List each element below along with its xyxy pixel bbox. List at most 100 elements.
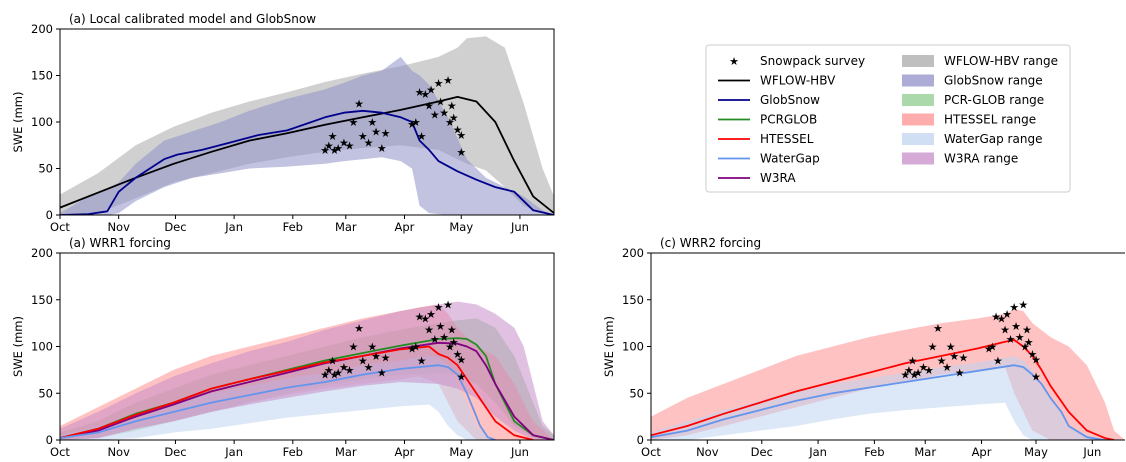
legend-patch-wflow-hbv-range	[902, 55, 934, 67]
survey-point: ★	[411, 116, 421, 129]
survey-point: ★	[371, 125, 381, 138]
survey-point: ★	[1018, 298, 1028, 311]
survey-point: ★	[420, 312, 430, 325]
x-tick-label: Apr	[395, 220, 415, 234]
survey-point: ★	[417, 355, 427, 368]
x-tick-label: Feb	[864, 445, 884, 459]
y-tick-label: 100	[622, 340, 644, 354]
legend-label-watergap: WaterGap	[760, 152, 820, 166]
survey-point: ★	[358, 355, 368, 368]
panel-1: ★★★★★★★★★★★★★★★★★★★★★★★★★★★★★★★★★ (a) Loc…	[11, 12, 555, 234]
survey-point: ★	[1022, 324, 1032, 337]
y-tick-label: 200	[31, 22, 53, 36]
survey-point: ★	[958, 352, 968, 365]
range-band-w3ra-range	[60, 301, 554, 440]
y-tick-label: 150	[622, 293, 644, 307]
legend-patch-pcr-glob-range	[902, 94, 934, 106]
legend-label-watergap-range: WaterGap range	[944, 132, 1042, 146]
x-tick-label: Apr	[395, 445, 415, 459]
survey-point: ★	[333, 142, 343, 155]
y-tick-label: 100	[31, 340, 53, 354]
survey-point: ★	[324, 139, 334, 152]
survey-point: ★	[439, 331, 449, 344]
survey-point: ★	[339, 361, 349, 374]
survey-point: ★	[913, 367, 923, 380]
survey-point: ★	[908, 355, 918, 368]
y-axis-label: SWE (mm)	[11, 92, 25, 153]
survey-point: ★	[434, 301, 444, 314]
legend-label-pcrglob: PCRGLOB	[760, 113, 817, 127]
series-line-wflow-hbv	[60, 96, 554, 214]
x-tick-label: Jun	[1082, 445, 1101, 459]
survey-point: ★	[991, 311, 1001, 324]
survey-point: ★	[430, 333, 440, 346]
legend-label-globsnow-range: GlobSnow range	[944, 74, 1043, 88]
series-line-watergap	[60, 364, 496, 440]
x-tick-label: Oct	[641, 445, 661, 459]
plot-area: ★★★★★★★★★★★★★★★★★★★★★★★★★★★★★★★★★	[60, 36, 554, 215]
survey-point: ★	[426, 83, 436, 96]
survey-point: ★	[345, 364, 355, 377]
survey-point: ★	[417, 130, 427, 143]
y-tick-label: 150	[31, 293, 53, 307]
survey-point: ★	[415, 311, 425, 324]
survey-point: ★	[354, 322, 364, 335]
legend-label-w3ra-range: W3RA range	[944, 152, 1018, 166]
survey-point: ★	[424, 99, 434, 112]
legend-label-wflow-hbv: WFLOW-HBV	[760, 74, 836, 88]
legend-label-w3ra: W3RA	[760, 171, 796, 185]
survey-point: ★	[1015, 331, 1025, 344]
survey-point: ★	[320, 369, 330, 382]
survey-point: ★	[1002, 308, 1012, 321]
survey-point: ★	[993, 355, 1003, 368]
survey-point: ★	[435, 320, 445, 333]
survey-point: ★	[1031, 370, 1041, 383]
survey-point: ★	[449, 336, 459, 349]
survey-point: ★	[364, 137, 374, 150]
survey-point: ★	[411, 341, 421, 354]
panel-2: ★★★★★★★★★★★★★★★★★★★★★★★★★★★★★★★★★(a) WRR…	[11, 236, 555, 459]
x-tick-label: Jan	[808, 445, 827, 459]
y-tick-label: 100	[31, 115, 53, 129]
y-tick-label: 50	[38, 162, 53, 176]
survey-point: ★	[1000, 324, 1010, 337]
survey-point: ★	[443, 298, 453, 311]
survey-point: ★	[900, 369, 910, 382]
survey-point: ★	[928, 341, 938, 354]
y-tick-label: 150	[31, 69, 53, 83]
panel-title: (a) Local calibrated model and GlobSnow	[69, 12, 316, 26]
x-tick-label: May	[449, 220, 473, 234]
plot-area: ★★★★★★★★★★★★★★★★★★★★★★★★★★★★★★★★★	[651, 298, 1125, 440]
x-tick-label: Nov	[107, 445, 130, 459]
survey-point: ★	[456, 129, 466, 142]
panels: ★★★★★★★★★★★★★★★★★★★★★★★★★★★★★★★★★(a) Loc…	[11, 12, 1125, 459]
x-tick-label: Feb	[283, 445, 303, 459]
survey-point: ★	[339, 137, 349, 150]
series-line-globsnow	[60, 109, 554, 215]
legend-label-globsnow: GlobSnow	[760, 93, 820, 107]
survey-point: ★	[328, 355, 338, 368]
x-tick-label: Dec	[164, 445, 186, 459]
legend-label-pcr-glob-range: PCR-GLOB range	[944, 93, 1044, 107]
x-tick-label: Jan	[224, 220, 243, 234]
survey-point: ★	[924, 364, 934, 377]
x-tick-label: May	[449, 445, 473, 459]
survey-point: ★	[1006, 333, 1016, 346]
survey-point: ★	[445, 341, 455, 354]
survey-point: ★	[439, 107, 449, 120]
survey-point: ★	[987, 341, 997, 354]
y-tick-label: 0	[46, 433, 53, 447]
survey-point: ★	[329, 144, 339, 157]
x-tick-label: Mar	[335, 445, 357, 459]
x-tick-label: Mar	[335, 220, 357, 234]
survey-point: ★	[324, 364, 334, 377]
survey-point: ★	[946, 341, 956, 354]
y-tick-label: 200	[31, 246, 53, 260]
survey-point: ★	[1031, 354, 1041, 367]
survey-point: ★	[447, 324, 457, 337]
x-tick-label: Apr	[972, 445, 992, 459]
survey-point: ★	[456, 354, 466, 367]
survey-point: ★	[443, 74, 453, 87]
y-tick-label: 50	[38, 386, 53, 400]
